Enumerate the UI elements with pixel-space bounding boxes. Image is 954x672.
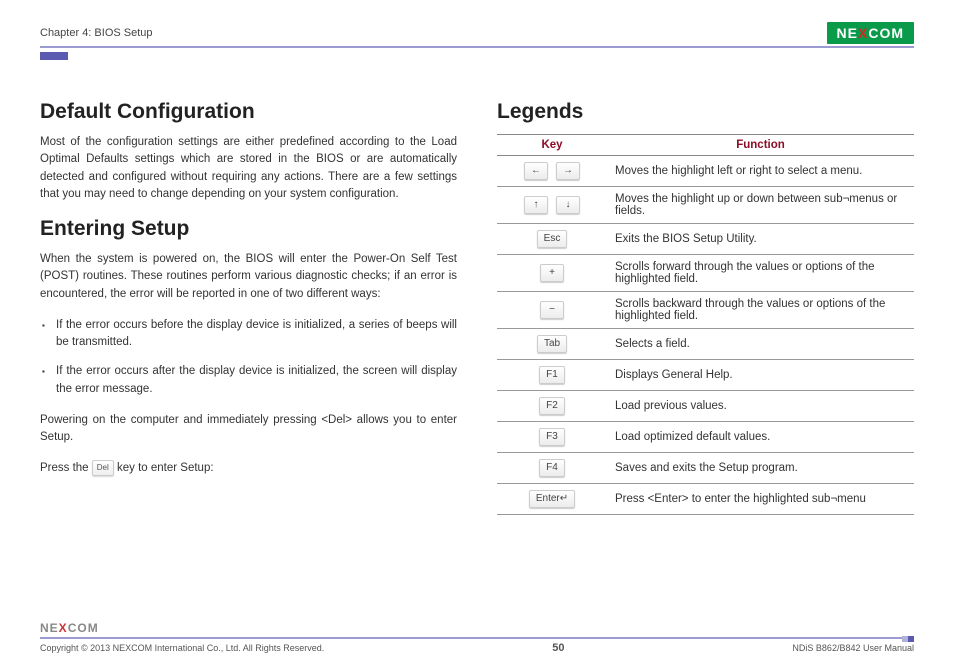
- page-footer: NEXCOM Copyright © 2013 NEXCOM Internati…: [40, 637, 914, 654]
- key-cell: ←→: [497, 156, 607, 187]
- key-cell: F4: [497, 453, 607, 484]
- left-column: Default Configuration Most of the config…: [40, 100, 457, 515]
- keycap-icon: +: [540, 264, 564, 282]
- keycap-icon: Esc: [537, 230, 568, 248]
- table-row: F1 Displays General Help.: [497, 360, 914, 391]
- keycap-icon: ↓: [556, 196, 580, 214]
- chapter-title: Chapter 4: BIOS Setup: [40, 27, 153, 39]
- keycap-icon: ←: [524, 162, 548, 180]
- function-cell: Press <Enter> to enter the highlighted s…: [607, 484, 914, 515]
- keycap-icon: Enter↵: [529, 490, 575, 508]
- legends-table: Key Function ←→Moves the highlight left …: [497, 134, 914, 515]
- function-cell: Saves and exits the Setup program.: [607, 453, 914, 484]
- th-key: Key: [497, 135, 607, 156]
- table-row: Tab Selects a field.: [497, 329, 914, 360]
- key-cell: F1: [497, 360, 607, 391]
- keycap-icon: F2: [539, 397, 565, 415]
- table-row: F2 Load previous values.: [497, 391, 914, 422]
- tab-marker: [40, 52, 68, 60]
- heading-default-config: Default Configuration: [40, 100, 457, 124]
- right-column: Legends Key Function ←→Moves the highlig…: [497, 100, 914, 515]
- function-cell: Moves the highlight up or down between s…: [607, 187, 914, 224]
- key-cell: +: [497, 255, 607, 292]
- table-row: ↑↓Moves the highlight up or down between…: [497, 187, 914, 224]
- keycap-icon: −: [540, 301, 564, 319]
- function-cell: Scrolls backward through the values or o…: [607, 292, 914, 329]
- corner-decoration: [902, 636, 914, 642]
- del-key-icon: Del: [92, 460, 114, 476]
- paragraph: Powering on the computer and immediately…: [40, 412, 457, 447]
- page-header: Chapter 4: BIOS Setup NEXCOM: [40, 22, 914, 48]
- table-row: F3 Load optimized default values.: [497, 422, 914, 453]
- function-cell: Load optimized default values.: [607, 422, 914, 453]
- keycap-icon: →: [556, 162, 580, 180]
- footer-logo: NEXCOM: [40, 621, 99, 635]
- paragraph: Most of the configuration settings are e…: [40, 134, 457, 203]
- table-row: + Scrolls forward through the values or o…: [497, 255, 914, 292]
- keycap-icon: F1: [539, 366, 565, 384]
- th-function: Function: [607, 135, 914, 156]
- nexcom-logo: NEXCOM: [827, 22, 914, 44]
- keycap-icon: F4: [539, 459, 565, 477]
- function-cell: Selects a field.: [607, 329, 914, 360]
- keycap-icon: ↑: [524, 196, 548, 214]
- list-item: If the error occurs after the display de…: [56, 363, 457, 398]
- list-item: If the error occurs before the display d…: [56, 317, 457, 352]
- copyright-text: Copyright © 2013 NEXCOM International Co…: [40, 643, 324, 653]
- function-cell: Scrolls forward through the values or op…: [607, 255, 914, 292]
- table-row: ←→Moves the highlight left or right to s…: [497, 156, 914, 187]
- key-cell: Tab: [497, 329, 607, 360]
- function-cell: Exits the BIOS Setup Utility.: [607, 224, 914, 255]
- function-cell: Load previous values.: [607, 391, 914, 422]
- table-row: Esc Exits the BIOS Setup Utility.: [497, 224, 914, 255]
- table-row: − Scrolls backward through the values or …: [497, 292, 914, 329]
- table-row: F4 Saves and exits the Setup program.: [497, 453, 914, 484]
- manual-name: NDiS B862/B842 User Manual: [792, 643, 914, 653]
- key-cell: F3: [497, 422, 607, 453]
- key-cell: F2: [497, 391, 607, 422]
- heading-legends: Legends: [497, 100, 914, 124]
- key-cell: ↑↓: [497, 187, 607, 224]
- keycap-icon: F3: [539, 428, 565, 446]
- function-cell: Displays General Help.: [607, 360, 914, 391]
- key-cell: Esc: [497, 224, 607, 255]
- key-cell: Enter↵: [497, 484, 607, 515]
- paragraph: Press the Del key to enter Setup:: [40, 460, 457, 477]
- paragraph: When the system is powered on, the BIOS …: [40, 251, 457, 303]
- page-number: 50: [552, 642, 564, 654]
- key-cell: −: [497, 292, 607, 329]
- function-cell: Moves the highlight left or right to sel…: [607, 156, 914, 187]
- table-row: Enter↵ Press <Enter> to enter the highlig…: [497, 484, 914, 515]
- keycap-icon: Tab: [537, 335, 567, 353]
- heading-entering-setup: Entering Setup: [40, 217, 457, 241]
